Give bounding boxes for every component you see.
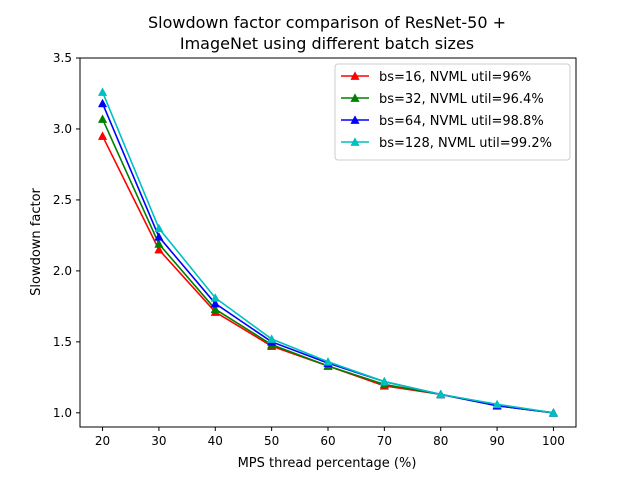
series-4-point — [267, 334, 277, 343]
series-3-point — [97, 98, 108, 108]
plot-frame — [79, 57, 577, 428]
y-tick-label: 2.5 — [53, 193, 72, 207]
legend-marker-2 — [350, 93, 360, 102]
legend-label-4: bs=128, NVML util=99.2% — [379, 136, 552, 151]
x-tick-label: 70 — [377, 434, 392, 448]
x-tick-label: 40 — [208, 434, 223, 448]
x-tick-label: 20 — [95, 434, 110, 448]
series-4-point — [548, 408, 559, 417]
series-4-point — [323, 356, 333, 366]
chart-title-line-2: ImageNet using different batch sizes — [180, 34, 474, 53]
series-4-point — [154, 223, 164, 233]
x-tick-label: 80 — [433, 434, 448, 448]
series-1-point — [154, 244, 164, 254]
series-4-point — [97, 87, 108, 96]
x-tick-label: 100 — [542, 434, 565, 448]
y-tick-label: 1.5 — [53, 335, 72, 349]
y-tick-label: 2.0 — [53, 264, 72, 278]
y-tick-label: 3.0 — [53, 122, 72, 136]
chart-title-line-1: Slowdown factor comparison of ResNet-50 … — [148, 13, 506, 32]
series-2-point — [97, 114, 108, 123]
series-2-point — [210, 304, 220, 314]
series-layer — [97, 87, 559, 417]
y-tick-label: 1.0 — [53, 406, 72, 420]
series-4-point — [210, 293, 220, 302]
x-tick-label: 50 — [264, 434, 279, 448]
legend-marker-1 — [350, 71, 360, 80]
series-4-point — [492, 399, 502, 409]
legend-label-3: bs=64, NVML util=98.8% — [379, 114, 544, 129]
series-1-point — [97, 131, 108, 140]
y-axis-label: Slowdown factor — [29, 187, 44, 295]
series-3-point — [154, 232, 164, 241]
legend: bs=16, NVML util=96% bs=32, NVML util=96.… — [334, 63, 571, 161]
series-2-point — [154, 239, 164, 248]
x-tick-label: 60 — [320, 434, 335, 448]
series-3-point — [210, 298, 220, 308]
y-tick-label: 3.5 — [53, 51, 72, 65]
legend-marker-3 — [350, 115, 360, 124]
legend-frame — [334, 63, 571, 161]
x-axis-label: MPS thread percentage (%) — [238, 456, 417, 471]
series-4-point — [379, 376, 389, 386]
x-axis-ticks: 20 30 40 50 60 70 80 90 100 — [95, 427, 565, 448]
legend-marker-4 — [350, 137, 360, 146]
y-axis-ticks: 1.0 1.5 2.0 2.5 3.0 3.5 — [53, 51, 80, 420]
legend-label-2: bs=32, NVML util=96.4% — [379, 92, 544, 107]
series-4-point — [436, 389, 446, 399]
legend-label-1: bs=16, NVML util=96% — [379, 70, 531, 85]
x-tick-label: 30 — [151, 434, 166, 448]
x-tick-label: 90 — [489, 434, 504, 448]
